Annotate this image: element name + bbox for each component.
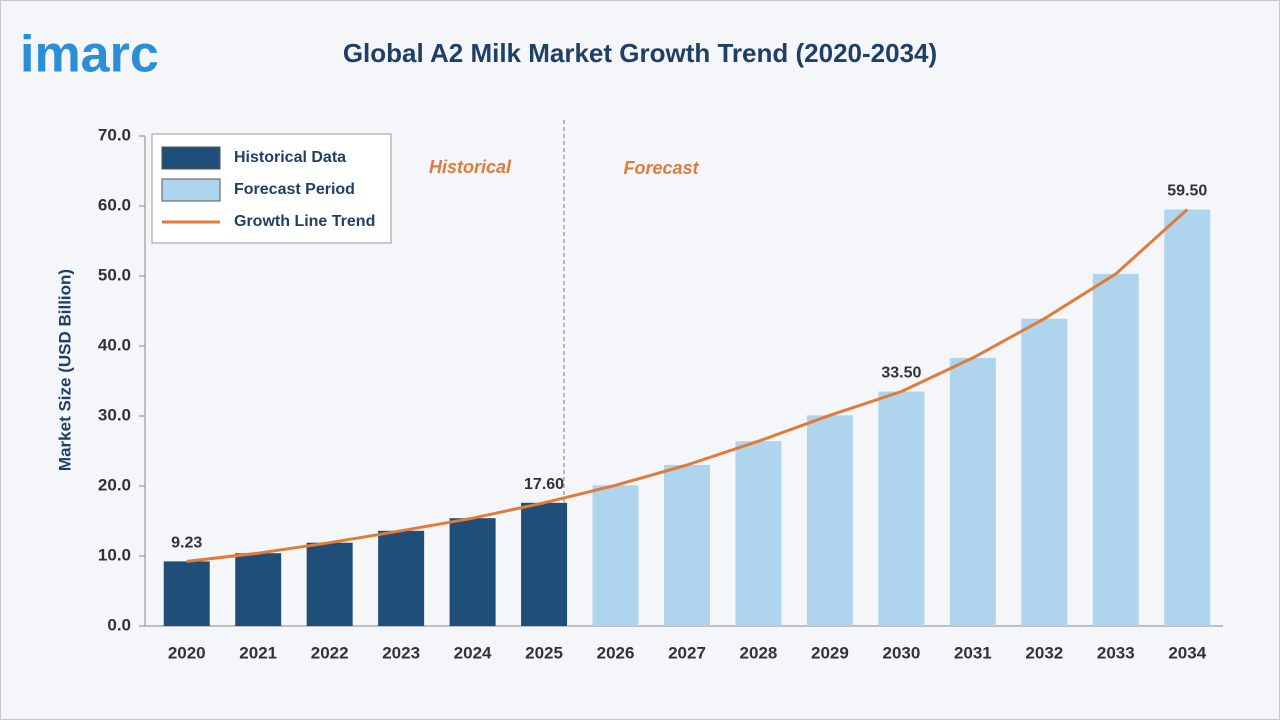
bar (949, 357, 996, 626)
x-tick-label: 2021 (239, 643, 277, 662)
x-tick-label: 2022 (311, 643, 349, 662)
bar (664, 465, 710, 626)
data-label: 33.50 (881, 365, 921, 382)
y-tick-label: 30.0 (98, 405, 131, 424)
legend-swatch (161, 178, 221, 202)
x-tick-label: 2023 (382, 643, 420, 662)
x-tick-label: 2025 (525, 643, 563, 662)
x-tick-label: 2024 (454, 643, 492, 662)
annotation: Historical (429, 157, 512, 177)
bar (163, 561, 210, 626)
annotation: Forecast (623, 158, 699, 178)
y-tick-label: 50.0 (98, 265, 131, 284)
bar (735, 441, 782, 626)
x-tick-label: 2032 (1025, 643, 1063, 662)
y-tick-label: 40.0 (98, 335, 131, 354)
bar (449, 518, 496, 626)
data-label: 9.23 (171, 535, 202, 552)
x-tick-label: 2030 (882, 643, 920, 662)
legend-label: Forecast Period (234, 181, 355, 198)
logo: imarc (20, 26, 159, 84)
data-label: 17.60 (524, 476, 564, 493)
x-tick-label: 2026 (597, 643, 635, 662)
chart-title: Global A2 Milk Market Growth Trend (2020… (343, 38, 937, 68)
data-label: 59.50 (1167, 183, 1207, 200)
bar (1021, 318, 1068, 626)
bar (592, 485, 639, 626)
trend-line (186, 208, 1189, 563)
x-tick-label: 2029 (811, 643, 849, 662)
x-tick-label: 2028 (740, 643, 778, 662)
x-tick-label: 2027 (668, 643, 706, 662)
bar (235, 553, 282, 626)
bar (806, 415, 853, 626)
bar (1092, 273, 1139, 626)
x-tick-label: 2031 (954, 643, 992, 662)
y-tick-label: 60.0 (98, 195, 131, 214)
x-tick-label: 2020 (168, 643, 206, 662)
bar (378, 530, 425, 626)
legend-swatch (161, 146, 221, 170)
legend-label: Growth Line Trend (234, 213, 375, 230)
legend-label: Historical Data (234, 149, 346, 166)
y-tick-label: 0.0 (107, 615, 131, 634)
y-tick-label: 10.0 (98, 545, 131, 564)
bar (521, 502, 568, 626)
bar (1164, 209, 1211, 626)
y-tick-label: 70.0 (98, 125, 131, 144)
x-tick-label: 2033 (1097, 643, 1135, 662)
x-tick-label: 2034 (1168, 643, 1206, 662)
y-axis-label: Market Size (USD Billion) (55, 269, 74, 471)
bar (306, 542, 353, 626)
y-tick-label: 20.0 (98, 475, 131, 494)
bar (878, 391, 925, 626)
